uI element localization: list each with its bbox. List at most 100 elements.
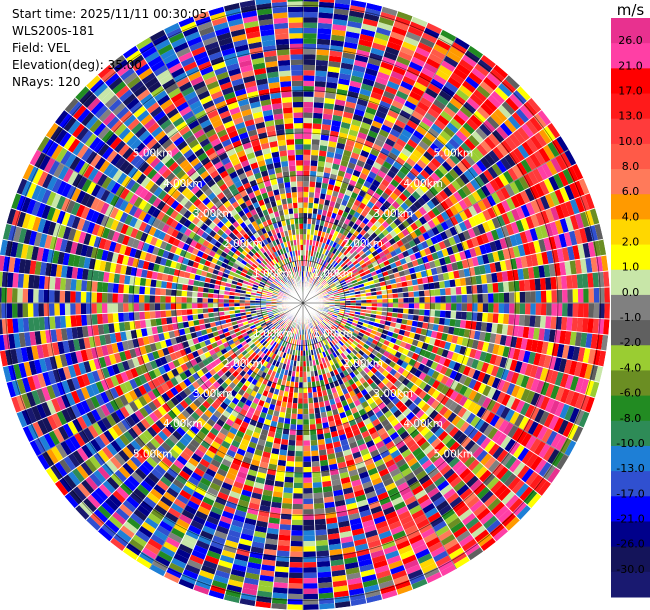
range-gate: [493, 292, 499, 303]
range-gate: [349, 124, 361, 132]
range-gate: [331, 120, 342, 127]
range-gate: [560, 202, 570, 218]
range-gate: [527, 170, 539, 186]
range-gate: [427, 127, 440, 139]
range-gate: [418, 215, 428, 226]
range-gate: [451, 295, 457, 303]
range-gate: [415, 46, 431, 58]
range-gate: [403, 268, 411, 276]
range-gate: [364, 249, 372, 257]
range-gate: [539, 224, 549, 239]
range-gate: [492, 250, 500, 263]
range-gate: [416, 242, 424, 252]
range-gate: [452, 234, 462, 245]
range-gate: [481, 221, 491, 233]
range-gate: [303, 91, 315, 97]
range-gate: [303, 75, 315, 81]
range-gate: [370, 47, 385, 57]
range-gate: [315, 545, 329, 552]
range-gate: [588, 287, 595, 303]
range-gate: [562, 168, 574, 185]
range-gate: [508, 150, 521, 165]
range-gate: [279, 449, 288, 456]
range-gate: [572, 288, 579, 303]
range-gate: [463, 138, 477, 151]
range-gate: [313, 503, 325, 510]
ray-separator: [302, 192, 590, 304]
range-gate: [334, 147, 345, 155]
range-gate: [461, 259, 469, 269]
range-gate: [343, 243, 350, 250]
range-gate: [507, 115, 521, 130]
range-gate: [328, 55, 342, 63]
range-gate: [325, 156, 334, 164]
range-gate: [303, 80, 315, 87]
range-gate: [358, 189, 367, 198]
range-gate: [427, 219, 436, 229]
range-gate: [326, 270, 332, 276]
range-gate: [433, 316, 440, 325]
range-gate: [520, 255, 528, 269]
range-gate: [317, 444, 327, 451]
range-gate: [351, 279, 358, 284]
range-gate: [504, 153, 517, 168]
range-gate: [476, 284, 483, 294]
range-gate: [436, 134, 449, 146]
range-gate: [315, 281, 320, 287]
range-gate: [320, 279, 326, 285]
range-gate: [497, 313, 504, 324]
range-gate: [413, 236, 421, 246]
range-gate: [313, 508, 326, 515]
range-gate: [458, 58, 475, 72]
range-gate: [501, 199, 511, 213]
range-gate: [444, 279, 451, 289]
range-gate: [308, 197, 315, 203]
range-gate: [417, 196, 427, 207]
range-gate: [404, 255, 412, 264]
range-gate: [391, 283, 398, 289]
range-gate: [396, 114, 409, 125]
range-gate: [378, 16, 395, 27]
range-gate: [330, 39, 345, 47]
range-gate: [421, 116, 434, 128]
range-gate: [465, 276, 472, 286]
range-gate: [545, 208, 555, 223]
range-gate: [336, 88, 349, 96]
range-gate: [313, 203, 319, 209]
range-gate: [415, 125, 428, 136]
range-gate: [359, 149, 370, 158]
range-gate: [474, 63, 490, 77]
range-gate: [318, 270, 324, 277]
range-gate: [423, 247, 432, 256]
range-gate: [289, 551, 303, 558]
range-gate: [362, 18, 379, 27]
range-gate: [327, 279, 333, 285]
range-gate: [313, 197, 320, 204]
range-gate: [395, 196, 405, 206]
range-gate: [303, 176, 310, 182]
range-gate: [350, 257, 357, 263]
range-gate: [433, 281, 440, 290]
range-gate: [568, 230, 578, 246]
range-gate: [504, 74, 521, 90]
range-gate: [287, 588, 303, 595]
range-gate: [355, 103, 367, 112]
range-gate: [314, 268, 319, 274]
range-gate: [448, 137, 461, 150]
range-gate: [303, 22, 318, 29]
range-gate: [343, 172, 353, 180]
range-gate: [505, 97, 520, 112]
range-gate: [472, 214, 482, 226]
ray-separator: [302, 64, 497, 304]
range-gate: [519, 231, 528, 245]
range-gate: [543, 264, 551, 278]
range-gate: [357, 131, 368, 140]
range-gate: [436, 249, 444, 259]
range-gate: [564, 216, 574, 232]
range-gate: [354, 274, 361, 280]
range-gate: [403, 143, 415, 154]
range-gate: [278, 534, 291, 541]
range-gate: [331, 190, 339, 198]
range-gate: [313, 492, 324, 499]
